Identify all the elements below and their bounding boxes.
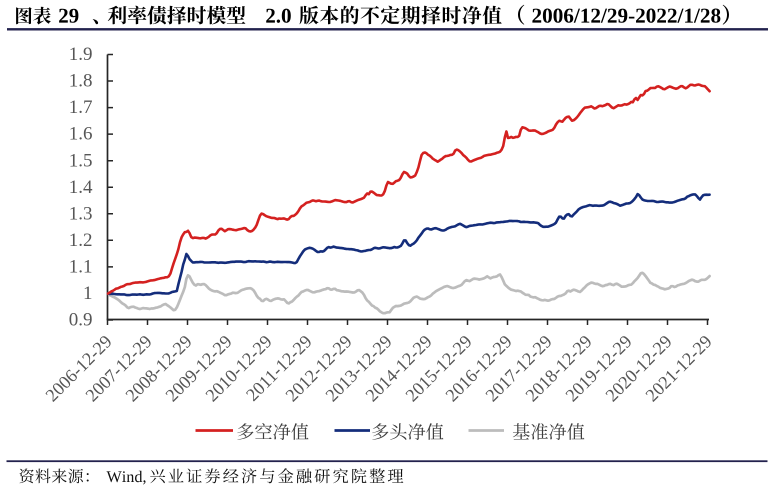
svg-text:1.9: 1.9 — [69, 44, 93, 65]
svg-text:1: 1 — [83, 283, 93, 304]
svg-text:1.2: 1.2 — [69, 230, 93, 251]
svg-text:1.8: 1.8 — [69, 71, 93, 92]
svg-text:1.1: 1.1 — [69, 257, 93, 278]
svg-text:0.9: 0.9 — [69, 310, 93, 331]
svg-text:1.4: 1.4 — [69, 177, 93, 198]
svg-text:1.3: 1.3 — [69, 203, 93, 224]
svg-text:1.7: 1.7 — [69, 97, 93, 118]
svg-text:1.5: 1.5 — [69, 150, 93, 171]
svg-text:1.6: 1.6 — [69, 124, 93, 145]
